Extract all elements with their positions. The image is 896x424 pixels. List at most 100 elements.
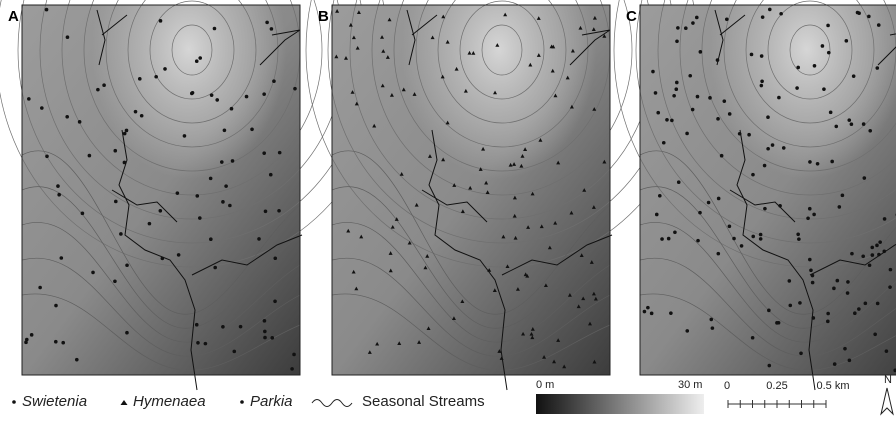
- occurrence: [691, 108, 695, 112]
- occurrence: [695, 16, 699, 20]
- occurrence: [273, 299, 277, 303]
- occurrence: [822, 87, 826, 91]
- occurrence: [871, 253, 875, 257]
- occurrence: [873, 332, 877, 336]
- occurrence: [245, 95, 249, 99]
- occurrence: [888, 285, 892, 289]
- occurrence: [838, 205, 842, 209]
- occurrence: [751, 235, 755, 239]
- occurrence: [232, 350, 236, 354]
- panel-label: C: [626, 8, 637, 25]
- occurrence: [54, 340, 58, 344]
- occurrence: [198, 56, 202, 60]
- occurrence: [813, 64, 817, 68]
- occurrence: [750, 53, 754, 57]
- occurrence: [264, 209, 268, 213]
- elevation-bar: 0 m 30 m: [536, 379, 704, 414]
- occurrence: [213, 27, 217, 31]
- occurrence: [809, 268, 813, 272]
- occurrence: [797, 237, 801, 241]
- occurrence: [102, 83, 106, 87]
- occurrence: [863, 176, 867, 180]
- occurrence: [154, 75, 158, 79]
- occurrence: [751, 336, 755, 340]
- occurrence: [263, 336, 267, 340]
- occurrence: [691, 21, 695, 25]
- north-label: N: [884, 374, 892, 386]
- occurrence: [830, 160, 834, 164]
- occurrence: [45, 8, 49, 12]
- occurrence: [655, 213, 659, 217]
- occurrence: [88, 154, 92, 158]
- occurrence: [875, 244, 879, 248]
- panel-label: B: [318, 8, 329, 25]
- occurrence: [177, 253, 181, 257]
- occurrence: [767, 364, 771, 368]
- occurrence: [213, 266, 217, 270]
- swietenia-symbol: [12, 400, 16, 404]
- scale-label: 0: [724, 380, 730, 392]
- occurrence: [845, 39, 849, 43]
- occurrence: [856, 11, 860, 15]
- occurrence: [862, 122, 866, 126]
- elevation-min: 0 m: [536, 379, 554, 391]
- occurrence: [45, 154, 49, 158]
- occurrence: [876, 302, 880, 306]
- occurrence: [262, 151, 266, 155]
- occurrence: [798, 301, 802, 305]
- occurrence: [195, 59, 199, 63]
- occurrence: [778, 204, 782, 208]
- occurrence: [808, 160, 812, 164]
- scale-label: 0.5 km: [816, 380, 849, 392]
- occurrence: [665, 118, 669, 122]
- occurrence: [875, 66, 879, 70]
- occurrence: [782, 146, 786, 150]
- occurrence: [656, 111, 660, 115]
- legend-label: Parkia: [250, 393, 293, 410]
- stream-symbol: [312, 400, 352, 407]
- scale-bar: 0 0.25 0.5 km: [724, 380, 850, 408]
- occurrence: [65, 115, 69, 119]
- occurrence: [272, 79, 276, 83]
- occurrence: [716, 58, 720, 62]
- occurrence: [812, 213, 816, 217]
- occurrence: [148, 222, 152, 226]
- occurrence: [821, 44, 825, 48]
- occurrence: [775, 321, 779, 325]
- occurrence: [760, 84, 764, 88]
- occurrence: [269, 173, 273, 177]
- occurrence: [788, 279, 792, 283]
- occurrence: [717, 197, 721, 201]
- occurrence: [846, 291, 850, 295]
- occurrence: [277, 209, 281, 213]
- occurrence: [263, 330, 267, 334]
- occurrence: [159, 19, 163, 23]
- elevation-max: 30 m: [678, 379, 702, 391]
- occurrence: [811, 281, 815, 285]
- occurrence: [161, 257, 165, 261]
- occurrence: [675, 81, 679, 85]
- occurrence: [221, 325, 225, 329]
- occurrence: [796, 232, 800, 236]
- occurrence: [25, 338, 29, 342]
- occurrence: [78, 120, 82, 124]
- occurrence: [833, 362, 837, 366]
- occurrence: [60, 256, 64, 260]
- occurrence: [210, 93, 214, 97]
- occurrence: [827, 51, 831, 55]
- occurrence: [767, 309, 771, 313]
- occurrence: [292, 353, 296, 357]
- occurrence: [771, 143, 775, 147]
- occurrence: [779, 12, 783, 16]
- occurrence: [728, 112, 732, 116]
- occurrence: [834, 125, 838, 129]
- occurrence: [221, 200, 225, 204]
- occurrence: [81, 212, 85, 216]
- occurrence: [826, 320, 830, 324]
- occurrence: [868, 129, 872, 133]
- occurrence: [688, 74, 692, 78]
- occurrence: [763, 164, 767, 168]
- occurrence: [857, 307, 861, 311]
